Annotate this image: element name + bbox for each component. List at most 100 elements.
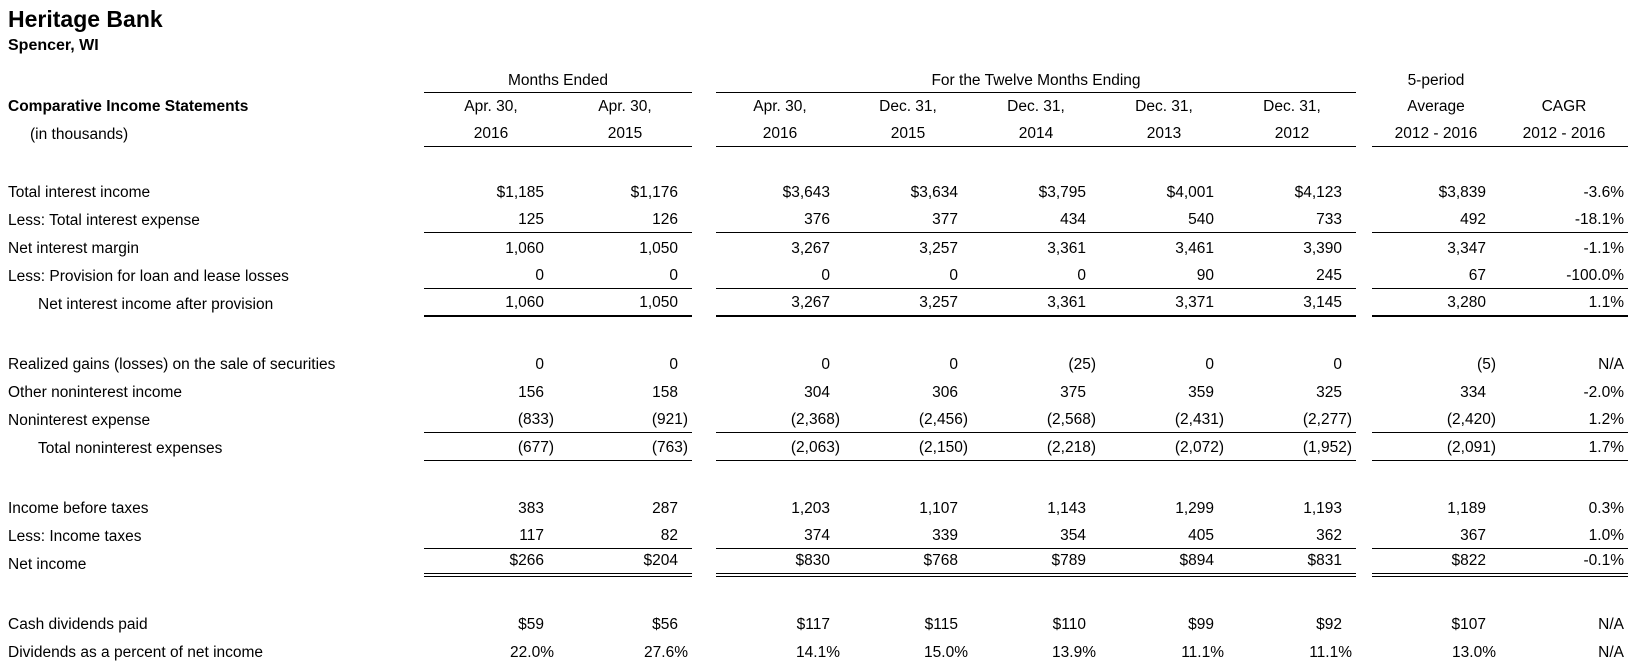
value-group: 1,203 1,107 1,143 1,299 1,193 <box>716 499 1356 521</box>
value-group: 1,189 0.3% <box>1372 499 1628 521</box>
value-cell: (2,277) <box>1302 411 1352 429</box>
value-cell: 362 <box>1316 527 1342 545</box>
value-cell: 1.1% <box>1588 294 1624 312</box>
twelve-months-group-header: For the Twelve Months Ending <box>716 71 1356 94</box>
value-group: (2,420) 1.2% <box>1372 410 1628 434</box>
value-cell: $92 <box>1316 616 1342 634</box>
value-cell: 0 <box>949 267 958 285</box>
value-cell: 0 <box>1077 267 1086 285</box>
value-cell: (1,952) <box>1302 439 1352 457</box>
table-row: Net income $266 $204 $830 $768 $789 $894 $831 $8… <box>8 549 1630 578</box>
value-cell: (677) <box>517 439 554 457</box>
value-cell: 11.1% <box>1309 644 1352 662</box>
row-label: Realized gains (losses) on the sale of s… <box>8 356 336 374</box>
column-header: Dec. 31, <box>1263 98 1321 116</box>
value-cell: -3.6% <box>1583 184 1625 202</box>
value-cell: 354 <box>1060 527 1086 545</box>
value-cell: 11.1% <box>1181 644 1224 662</box>
value-cell: $56 <box>652 616 678 634</box>
value-cell: 1,060 <box>505 240 544 258</box>
value-cell: 1,189 <box>1447 500 1486 518</box>
value-cell: 0 <box>821 356 830 374</box>
row-label: Less: Total interest expense <box>8 212 200 230</box>
value-cell: 339 <box>932 527 958 545</box>
value-cell: (833) <box>517 411 554 429</box>
value-cell: 1,107 <box>919 500 958 518</box>
value-cell: 117 <box>519 527 544 545</box>
value-group: $117 $115 $110 $99 $92 <box>716 615 1356 637</box>
value-group: $3,839 -3.6% <box>1372 183 1628 205</box>
value-cell: $4,123 <box>1294 184 1342 202</box>
row-label: Total noninterest expenses <box>38 440 223 458</box>
value-cell: 1.7% <box>1588 439 1624 457</box>
value-group: 13.0% N/A <box>1372 643 1628 665</box>
value-cell: 3,280 <box>1447 294 1486 312</box>
value-cell: 90 <box>1196 267 1214 285</box>
value-group: (833) (921) <box>424 410 692 434</box>
table-row: Total interest income $1,185 $1,176 $3,643 $… <box>8 177 1630 205</box>
column-header: Average <box>1407 98 1465 116</box>
value-cell: (2,431) <box>1174 411 1224 429</box>
value-cell: 3,257 <box>919 294 958 312</box>
value-group: 0 0 0 90 245 <box>716 266 1356 290</box>
value-cell: 1,060 <box>505 294 544 312</box>
value-cell: $110 <box>1052 616 1086 634</box>
column-header-year: 2016 <box>762 125 798 143</box>
value-cell: (2,072) <box>1174 439 1224 457</box>
value-cell: 492 <box>1460 211 1486 229</box>
table-row: Dividends as a percent of net income 22.0… <box>8 637 1630 665</box>
value-cell: 245 <box>1316 267 1342 285</box>
column-header-year: 2014 <box>1018 125 1054 143</box>
value-cell: 287 <box>652 500 678 518</box>
column-header: Dec. 31, <box>1007 98 1065 116</box>
value-cell: N/A <box>1598 356 1624 374</box>
value-cell: $4,001 <box>1166 184 1214 202</box>
report-title: Comparative Income Statements <box>8 98 249 116</box>
table-body: Total interest income $1,185 $1,176 $3,643 $… <box>8 177 1630 665</box>
value-cell: 1,143 <box>1047 500 1086 518</box>
value-cell: 304 <box>804 384 830 402</box>
value-cell: 82 <box>660 527 678 545</box>
group1-label: Months Ended <box>508 72 608 90</box>
value-cell: 0 <box>1205 356 1214 374</box>
value-group: $266 $204 <box>424 551 692 578</box>
row-label: Net income <box>8 556 87 574</box>
value-cell: 0 <box>535 356 544 374</box>
column-header-year: 2012 - 2016 <box>1394 125 1478 143</box>
value-cell: -0.1% <box>1583 552 1625 570</box>
value-group: 3,267 3,257 3,361 3,461 3,390 <box>716 239 1356 261</box>
value-cell: $822 <box>1451 552 1486 570</box>
value-group: $59 $56 <box>424 615 692 637</box>
value-cell: 158 <box>652 384 678 402</box>
table-row: Less: Income taxes 117 82 374 339 354 405 362 36… <box>8 521 1630 550</box>
company-name: Heritage Bank <box>8 6 163 32</box>
value-cell: (921) <box>651 411 688 429</box>
value-cell: $115 <box>924 616 958 634</box>
value-cell: 3,390 <box>1303 240 1342 258</box>
value-cell: 3,267 <box>791 240 830 258</box>
value-cell: (2,420) <box>1446 411 1496 429</box>
income-statement-table: Months Ended For the Twelve Months Endin… <box>8 67 1630 665</box>
value-group: 492 -18.1% <box>1372 210 1628 234</box>
value-cell: (2,150) <box>918 439 968 457</box>
value-cell: 0 <box>821 267 830 285</box>
value-cell: 376 <box>804 211 830 229</box>
value-cell: 367 <box>1460 527 1486 545</box>
table-row: Income before taxes 383 287 1,203 1,107 1,143… <box>8 493 1630 521</box>
value-cell: $107 <box>1451 616 1486 634</box>
value-cell: $789 <box>1051 552 1086 570</box>
column-header-year: 2012 <box>1274 125 1310 143</box>
value-group: 3,280 1.1% <box>1372 293 1628 318</box>
table-row: Total noninterest expenses (677) (763) (2,0… <box>8 433 1630 462</box>
row-label: Income before taxes <box>8 500 149 518</box>
value-cell: 375 <box>1060 384 1086 402</box>
row-label: Dividends as a percent of net income <box>8 644 264 662</box>
row-label: Total interest income <box>8 184 151 202</box>
value-cell: 125 <box>518 211 544 229</box>
column-header-year: 2015 <box>890 125 926 143</box>
value-cell: $768 <box>923 552 958 570</box>
value-cell: 0 <box>669 356 678 374</box>
value-group: 0 0 (25) 0 0 <box>716 355 1356 377</box>
value-cell: N/A <box>1598 644 1624 662</box>
